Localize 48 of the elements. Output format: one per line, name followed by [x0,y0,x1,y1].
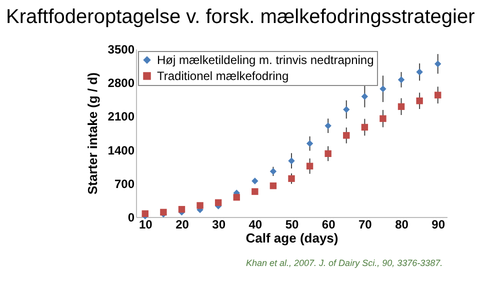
point [380,115,386,122]
x-tick-label: 60 [322,218,336,232]
x-tick-label: 90 [432,218,446,232]
x-tick-label: 20 [176,218,190,232]
point [214,199,222,206]
y-tick-label: 0 [128,210,135,224]
x-tick-label: 30 [212,218,226,232]
point [398,76,405,84]
text: Khan et al., 2007. J. of Dairy Sci., 90, 3376-3387. [246,258,443,268]
x-axis-title: Calf age (days) [246,230,338,246]
point [233,194,240,201]
x-tick-label: 10 [138,218,153,232]
point [306,162,314,170]
point [416,97,423,104]
point [398,103,405,110]
y-tick-label: 3500 [108,42,135,56]
point [434,60,442,68]
point [416,68,423,76]
point [270,182,277,190]
point [288,157,295,164]
legend-label: Traditionel mælkefodring [157,69,289,83]
point [361,124,368,131]
x-tick-label: 40 [248,218,262,232]
legend-label: Høj mælketildeling m. trinvis nedtrapning [157,53,374,67]
point [434,92,442,98]
point [361,93,368,100]
chart-title: Kraftfoderoptagelse v. forsk. mælkefodringsstrategier [6,6,476,28]
point [178,206,186,213]
point [324,122,332,130]
point [270,168,277,175]
point [288,175,295,182]
y-tick-label: 2800 [108,76,135,90]
y-tick-label: 700 [114,176,135,191]
point [196,202,204,209]
point [306,140,314,147]
x-tick-label: 80 [395,218,409,232]
point [380,85,386,92]
point [252,178,258,184]
y-tick-label: 1400 [108,143,135,158]
x-tick-label: 50 [285,218,299,232]
point [324,150,332,157]
point [343,132,350,139]
x-tick-label: 70 [358,218,372,232]
point [343,106,350,113]
y-tick-label: 2100 [108,110,135,124]
point [252,188,258,195]
point [142,210,148,217]
y-axis-title: Starter intake (g / d) [84,72,100,195]
